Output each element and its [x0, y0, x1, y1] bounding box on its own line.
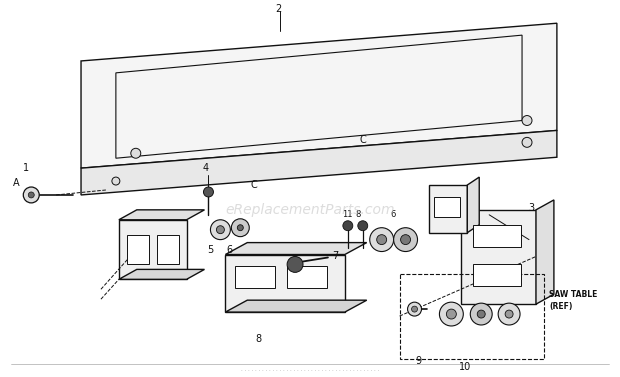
Circle shape: [522, 115, 532, 126]
Text: 10: 10: [459, 362, 472, 372]
Text: 6: 6: [226, 245, 232, 254]
Text: 5: 5: [208, 245, 214, 254]
Circle shape: [216, 226, 224, 234]
Polygon shape: [119, 210, 205, 220]
Polygon shape: [119, 220, 187, 279]
Polygon shape: [81, 23, 557, 168]
Circle shape: [203, 187, 213, 197]
Circle shape: [407, 302, 422, 316]
Circle shape: [522, 137, 532, 147]
Text: 4: 4: [203, 163, 208, 173]
Circle shape: [505, 310, 513, 318]
Circle shape: [237, 225, 243, 231]
Text: 1: 1: [24, 163, 29, 173]
Circle shape: [231, 219, 249, 237]
Text: 2: 2: [275, 4, 281, 14]
Text: 7: 7: [332, 250, 338, 261]
Bar: [473, 225, 521, 247]
Text: A: A: [14, 178, 20, 188]
Text: C: C: [250, 180, 257, 190]
Text: 8: 8: [356, 210, 361, 219]
Text: 11: 11: [342, 210, 352, 219]
Text: C: C: [360, 135, 366, 146]
Text: 3: 3: [528, 203, 534, 213]
Circle shape: [131, 148, 141, 158]
Text: 9: 9: [415, 356, 422, 366]
Text: eReplacementParts.com: eReplacementParts.com: [225, 203, 395, 217]
Polygon shape: [226, 242, 367, 254]
Text: 6: 6: [391, 210, 396, 219]
Circle shape: [446, 309, 456, 319]
Text: SAW TABLE: SAW TABLE: [549, 290, 597, 299]
Polygon shape: [461, 210, 536, 304]
Bar: [473, 264, 521, 286]
Circle shape: [112, 177, 120, 185]
Circle shape: [343, 221, 353, 231]
Circle shape: [471, 303, 492, 325]
Circle shape: [498, 303, 520, 325]
Polygon shape: [536, 200, 554, 304]
Bar: [287, 267, 327, 288]
Circle shape: [440, 302, 463, 326]
Bar: [400, 274, 544, 359]
Text: 8: 8: [255, 334, 262, 344]
Circle shape: [370, 228, 394, 251]
Polygon shape: [467, 177, 479, 233]
Polygon shape: [430, 185, 467, 233]
Polygon shape: [81, 130, 557, 195]
Circle shape: [394, 228, 417, 251]
Circle shape: [377, 234, 387, 245]
Circle shape: [412, 306, 417, 312]
Circle shape: [24, 187, 39, 203]
Polygon shape: [119, 270, 205, 279]
Bar: [236, 267, 275, 288]
Polygon shape: [226, 254, 345, 312]
Bar: [127, 234, 149, 264]
Circle shape: [358, 221, 368, 231]
Circle shape: [287, 256, 303, 272]
Circle shape: [401, 234, 410, 245]
Bar: [435, 197, 460, 217]
Text: (REF): (REF): [549, 302, 572, 311]
Polygon shape: [226, 300, 367, 312]
Text: · · · · · · · · · · · · · · · · · · · · · · · · · · · · · · · · · · · · · · · ·: · · · · · · · · · · · · · · · · · · · · …: [241, 368, 379, 373]
Circle shape: [210, 220, 231, 240]
Circle shape: [477, 310, 485, 318]
Bar: [157, 234, 179, 264]
Circle shape: [29, 192, 34, 198]
